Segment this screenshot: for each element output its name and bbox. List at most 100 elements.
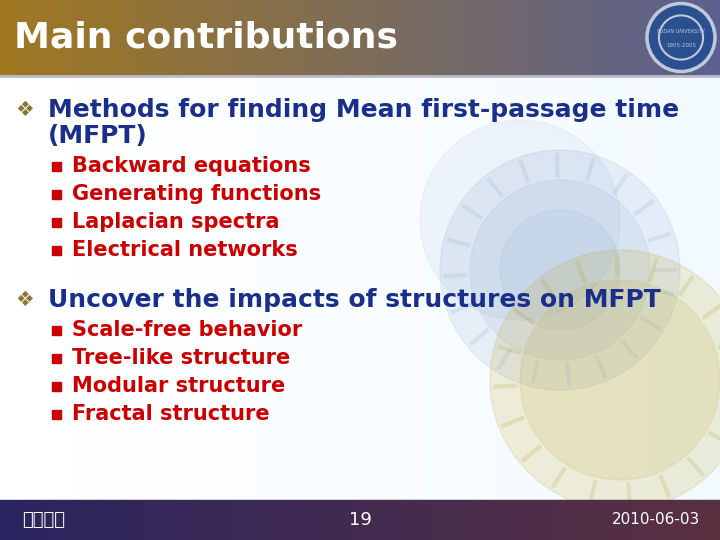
Bar [45, 0, 48, 75]
Bar [598, 0, 600, 75]
Bar [508, 75, 511, 500]
Bar [558, 75, 562, 500]
Bar [490, 500, 492, 540]
Bar [223, 0, 225, 75]
Bar [522, 75, 526, 500]
Bar [55, 500, 58, 540]
Bar [407, 75, 410, 500]
Bar [96, 500, 99, 540]
Bar [310, 75, 313, 500]
Bar [99, 0, 101, 75]
Bar [4, 75, 8, 500]
Bar [113, 500, 115, 540]
Bar [94, 75, 97, 500]
Bar [132, 500, 135, 540]
Bar [650, 500, 653, 540]
Bar [348, 0, 351, 75]
Bar [307, 500, 310, 540]
Bar [277, 75, 281, 500]
Bar [401, 0, 403, 75]
Bar [218, 0, 221, 75]
Bar [673, 75, 677, 500]
Bar [137, 500, 139, 540]
Bar [493, 75, 497, 500]
Bar [0, 75, 4, 500]
Bar [256, 75, 260, 500]
Bar [235, 0, 238, 75]
Bar [94, 0, 96, 75]
Bar [299, 75, 302, 500]
Bar [358, 0, 360, 75]
Bar [185, 0, 187, 75]
Bar [574, 500, 576, 540]
Bar [492, 500, 495, 540]
Bar [457, 75, 461, 500]
Bar [356, 75, 360, 500]
Bar [333, 500, 336, 540]
Bar [149, 500, 151, 540]
Bar [410, 500, 413, 540]
Bar [151, 500, 153, 540]
Bar [223, 75, 227, 500]
Bar [475, 500, 477, 540]
Bar [209, 75, 212, 500]
Bar [48, 75, 52, 500]
Bar [140, 75, 144, 500]
Bar [52, 162, 61, 171]
Bar [161, 500, 163, 540]
Bar [610, 500, 612, 540]
Bar [326, 0, 329, 75]
Bar [290, 500, 293, 540]
Bar [464, 75, 468, 500]
Bar [227, 75, 230, 500]
Bar [22, 500, 24, 540]
Circle shape [500, 210, 620, 330]
Bar [122, 0, 125, 75]
Bar [590, 0, 593, 75]
Bar [713, 75, 716, 500]
Bar [113, 0, 115, 75]
Bar [211, 500, 214, 540]
Bar [614, 0, 617, 75]
Bar [306, 75, 310, 500]
Bar [52, 326, 61, 335]
Bar [200, 75, 204, 500]
Bar [184, 75, 187, 500]
Bar [236, 75, 240, 500]
Bar [515, 75, 518, 500]
Bar [197, 500, 199, 540]
Bar [544, 75, 547, 500]
Bar [189, 500, 192, 540]
Bar [698, 75, 702, 500]
Bar [166, 500, 168, 540]
Bar [270, 75, 274, 500]
Bar [315, 500, 317, 540]
Bar [367, 500, 369, 540]
Bar [103, 0, 106, 75]
Bar [24, 75, 28, 500]
Bar [564, 500, 567, 540]
Bar [228, 500, 230, 540]
Bar [184, 75, 188, 500]
Bar [691, 75, 695, 500]
Bar [456, 0, 459, 75]
Text: ❖: ❖ [15, 100, 34, 120]
Bar [148, 75, 152, 500]
Bar [343, 500, 346, 540]
Bar [108, 500, 110, 540]
Bar [660, 500, 662, 540]
Bar [281, 75, 284, 500]
Bar [208, 75, 212, 500]
Bar [672, 0, 675, 75]
Bar [355, 500, 358, 540]
Bar [235, 500, 238, 540]
Bar [533, 500, 535, 540]
Bar [346, 500, 348, 540]
Bar [529, 75, 533, 500]
Bar [706, 0, 708, 75]
Bar [516, 500, 518, 540]
Bar [112, 75, 116, 500]
Bar [158, 500, 161, 540]
Bar [55, 0, 58, 75]
Bar [5, 500, 7, 540]
